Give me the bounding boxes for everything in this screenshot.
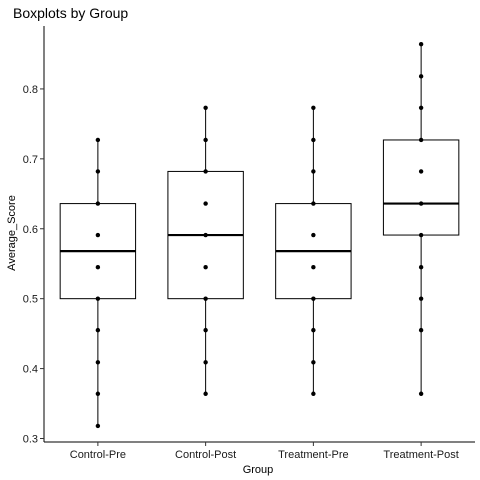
data-point	[203, 296, 208, 301]
data-point	[203, 265, 208, 270]
data-point	[95, 296, 101, 301]
data-point	[95, 232, 101, 238]
y-tick-label: 0.8	[23, 84, 38, 96]
data-point	[311, 391, 316, 396]
data-point	[311, 360, 316, 365]
data-point	[418, 296, 424, 301]
data-point	[95, 327, 101, 333]
plot-area: 0.3 0.4 0.5 0.6 0.7 0.8 Control-Pre Control-Pos…	[23, 26, 475, 461]
data-point	[418, 327, 424, 333]
data-point	[418, 74, 424, 79]
y-tick-label: 0.3	[23, 434, 38, 446]
data-point	[203, 327, 208, 333]
data-point	[311, 201, 316, 206]
data-point	[95, 360, 101, 365]
data-point	[203, 105, 208, 111]
data-point	[95, 137, 101, 143]
data-point	[418, 41, 424, 47]
data-point	[311, 327, 316, 333]
x-tick-label: Control-Post	[175, 449, 236, 461]
x-tick-label: Treatment-Post	[383, 449, 458, 461]
data-point	[203, 232, 208, 238]
data-point	[418, 232, 424, 238]
y-axis-label: Average_Score	[6, 195, 18, 271]
box	[382, 139, 460, 236]
x-tick-label: Treatment-Pre	[278, 449, 349, 461]
data-point	[311, 137, 316, 143]
x-tick-label: Control-Pre	[70, 449, 126, 461]
data-point	[203, 201, 208, 206]
data-point	[418, 201, 424, 206]
chart-title: Boxplots by Group	[13, 5, 128, 21]
data-point	[418, 391, 424, 396]
data-point	[95, 169, 101, 174]
y-tick-label: 0.6	[23, 224, 38, 236]
data-point	[311, 105, 316, 111]
data-point	[203, 360, 208, 365]
data-point	[311, 232, 316, 238]
data-point	[311, 169, 316, 174]
data-point	[203, 391, 208, 396]
data-point	[418, 265, 424, 270]
data-point	[95, 423, 101, 429]
data-point	[418, 169, 424, 174]
data-point	[418, 137, 424, 143]
y-tick-label: 0.7	[23, 154, 38, 166]
data-point	[95, 265, 101, 270]
data-point	[418, 105, 424, 111]
data-point	[95, 201, 101, 206]
x-axis-label: Group	[243, 464, 274, 476]
data-point	[311, 296, 316, 301]
y-tick-label: 0.4	[23, 364, 38, 376]
y-tick-label: 0.5	[23, 294, 38, 306]
data-point	[203, 169, 208, 174]
data-point	[95, 391, 101, 396]
data-point	[203, 137, 208, 143]
data-point	[311, 265, 316, 270]
